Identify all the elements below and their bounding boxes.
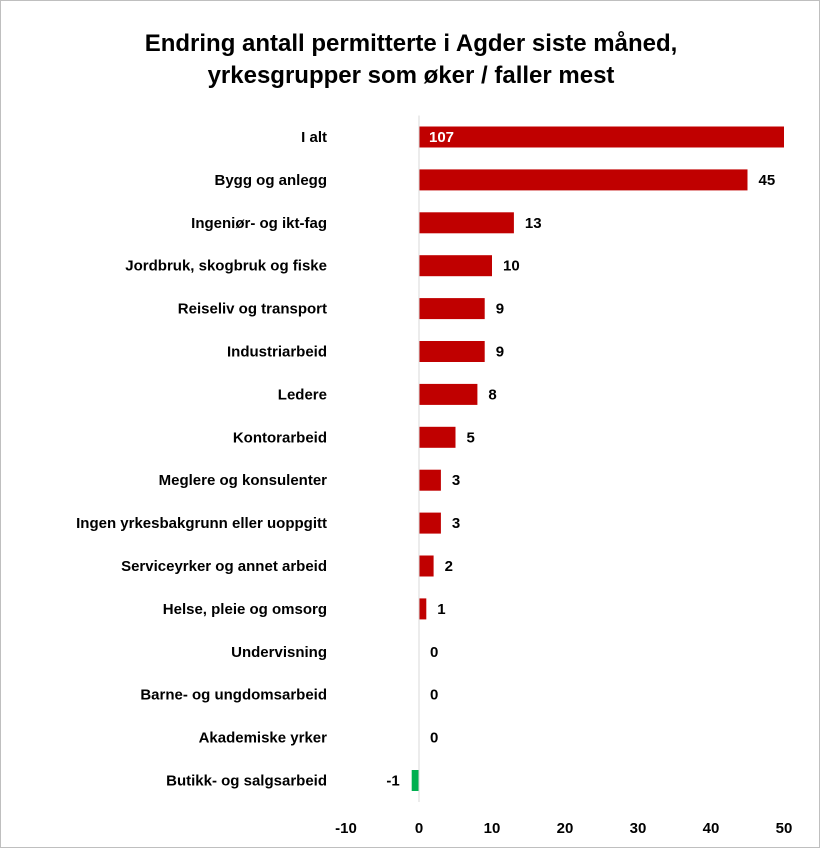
value-label: 5	[467, 429, 475, 446]
category-label: Kontorarbeid	[233, 429, 327, 446]
value-label: -1	[386, 773, 399, 790]
bar	[419, 426, 456, 448]
category-label: Butikk- og salgsarbeid	[166, 773, 327, 790]
bar	[419, 169, 748, 191]
category-label: Bygg og anlegg	[215, 172, 328, 189]
x-tick-label: 30	[630, 820, 647, 837]
x-tick-label: 20	[557, 820, 574, 837]
x-tick-label: 10	[484, 820, 501, 837]
category-labels: I alt Bygg og anlegg Ingeniør- og ikt-fag J…	[76, 129, 327, 790]
value-label: 9	[496, 301, 504, 318]
value-label: 45	[759, 172, 776, 189]
bar	[419, 126, 784, 148]
value-label: 3	[452, 515, 460, 532]
value-label: 107	[429, 129, 454, 146]
x-tick-label: 50	[776, 820, 793, 837]
chart-title-line-2: yrkesgrupper som øker / faller mest	[208, 62, 615, 89]
category-label: Jordbruk, skogbruk og fiske	[125, 258, 327, 275]
bar	[419, 512, 441, 534]
bar	[419, 555, 434, 577]
bar	[411, 770, 419, 791]
value-label: 13	[525, 215, 542, 232]
value-label: 1	[437, 601, 445, 618]
category-label: Helse, pleie og omsorg	[163, 601, 327, 618]
x-tick-label: 40	[703, 820, 720, 837]
category-label: Reiseliv og transport	[178, 301, 327, 318]
chart-title-line-1: Endring antall permitterte i Agder siste…	[145, 30, 678, 57]
x-tick-label: -10	[335, 820, 357, 837]
category-label: Serviceyrker og annet arbeid	[121, 558, 327, 575]
bar	[419, 383, 478, 405]
value-label: 8	[488, 386, 496, 403]
value-label: 10	[503, 258, 520, 275]
x-tick-label: 0	[415, 820, 423, 837]
value-label: 0	[430, 644, 438, 661]
category-label: Ingeniør- og ikt-fag	[191, 215, 327, 232]
category-label: Barne- og ungdomsarbeid	[140, 687, 327, 704]
category-label: Ledere	[278, 386, 327, 403]
value-label: 0	[430, 730, 438, 747]
bar	[419, 298, 485, 320]
category-label: Ingen yrkesbakgrunn eller uoppgitt	[76, 515, 327, 532]
category-label: Undervisning	[231, 644, 327, 661]
value-label: 2	[445, 558, 453, 575]
bar	[419, 341, 485, 362]
category-label: Akademiske yrker	[199, 730, 328, 747]
bar	[419, 598, 427, 620]
category-label: Industriarbeid	[227, 344, 327, 361]
value-label: 0	[430, 687, 438, 704]
x-tick-labels: -10 0 10 20 30 40 50	[335, 820, 792, 837]
category-label: I alt	[301, 129, 327, 146]
value-label: 3	[452, 472, 460, 489]
bar	[419, 255, 492, 277]
bars-group	[411, 126, 784, 791]
bar	[419, 212, 514, 234]
bar	[419, 469, 441, 491]
category-label: Meglere og konsulenter	[159, 472, 328, 489]
value-label: 9	[496, 344, 504, 361]
